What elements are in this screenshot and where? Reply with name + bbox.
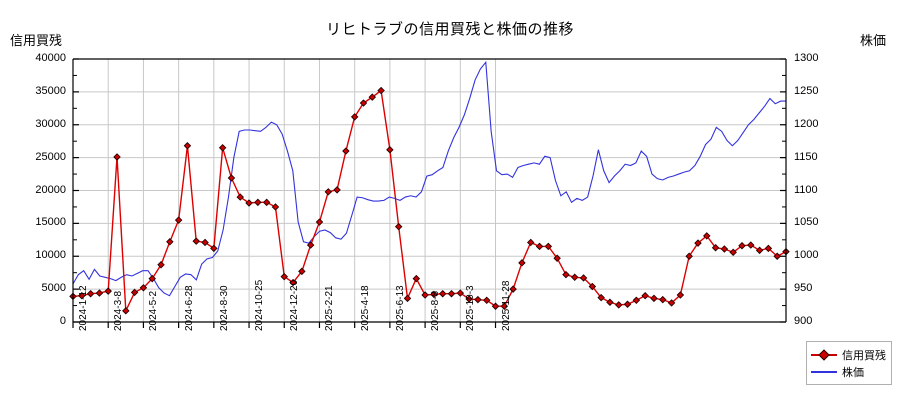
right-tick-label: 1200 [794, 117, 819, 130]
left-tick-label: 0 [59, 315, 66, 327]
x-tick-label: 2025-2-21 [324, 285, 336, 331]
chart-legend: 信用買残 株価 [806, 341, 892, 385]
x-tick-label: 2024-10-25 [254, 279, 266, 331]
left-tick-label: 20000 [35, 183, 66, 196]
right-tick-label: 950 [794, 282, 813, 295]
legend-item-credit-balance: 信用買残 [811, 346, 886, 363]
x-tick-label: 2024-6-28 [183, 285, 195, 331]
x-tick-label: 2025-11-28 [500, 280, 512, 331]
left-tick-label: 15000 [35, 216, 66, 229]
left-tick-label: 10000 [35, 249, 66, 262]
right-tick-label: 1300 [794, 52, 819, 64]
right-tick-label: 1050 [794, 216, 819, 229]
right-tick-label: 1150 [794, 150, 818, 163]
x-tick-label: 2024-1-12 [78, 285, 89, 331]
chart-title: リヒトラブの信用買残と株価の推移 [325, 21, 574, 38]
x-tick-label: 2024-5-2 [148, 290, 160, 331]
right-tick-label: 900 [794, 315, 813, 327]
x-tick-label: 2024-12-20 [289, 279, 301, 331]
x-tick-label: 2025-8-8 [430, 290, 442, 331]
right-tick-label: 1250 [794, 84, 819, 97]
legend-marker-icon [811, 348, 837, 361]
legend-label: 信用買残 [842, 349, 886, 362]
legend-item-stock-price: 株価 [811, 363, 886, 380]
left-tick-label: 25000 [35, 150, 66, 163]
x-tick-label: 2024-8-30 [218, 285, 230, 331]
left-axis-label: 信用買残 [10, 33, 63, 48]
x-tick-label: 2024-3-8 [113, 290, 125, 331]
right-tick-label: 1100 [794, 183, 818, 196]
left-tick-label: 5000 [41, 282, 66, 295]
left-tick-label: 35000 [35, 84, 66, 97]
x-tick-label: 2025-4-18 [359, 285, 371, 331]
right-tick-label: 1000 [794, 249, 819, 262]
legend-line-icon [811, 366, 837, 378]
left-tick-label: 30000 [35, 117, 66, 130]
legend-label: 株価 [842, 366, 864, 379]
right-axis-label: 株価 [859, 33, 886, 48]
x-tick-label: 2025-6-13 [394, 285, 406, 331]
left-tick-label: 40000 [35, 52, 66, 64]
x-tick-label: 2025-10-3 [465, 285, 477, 331]
